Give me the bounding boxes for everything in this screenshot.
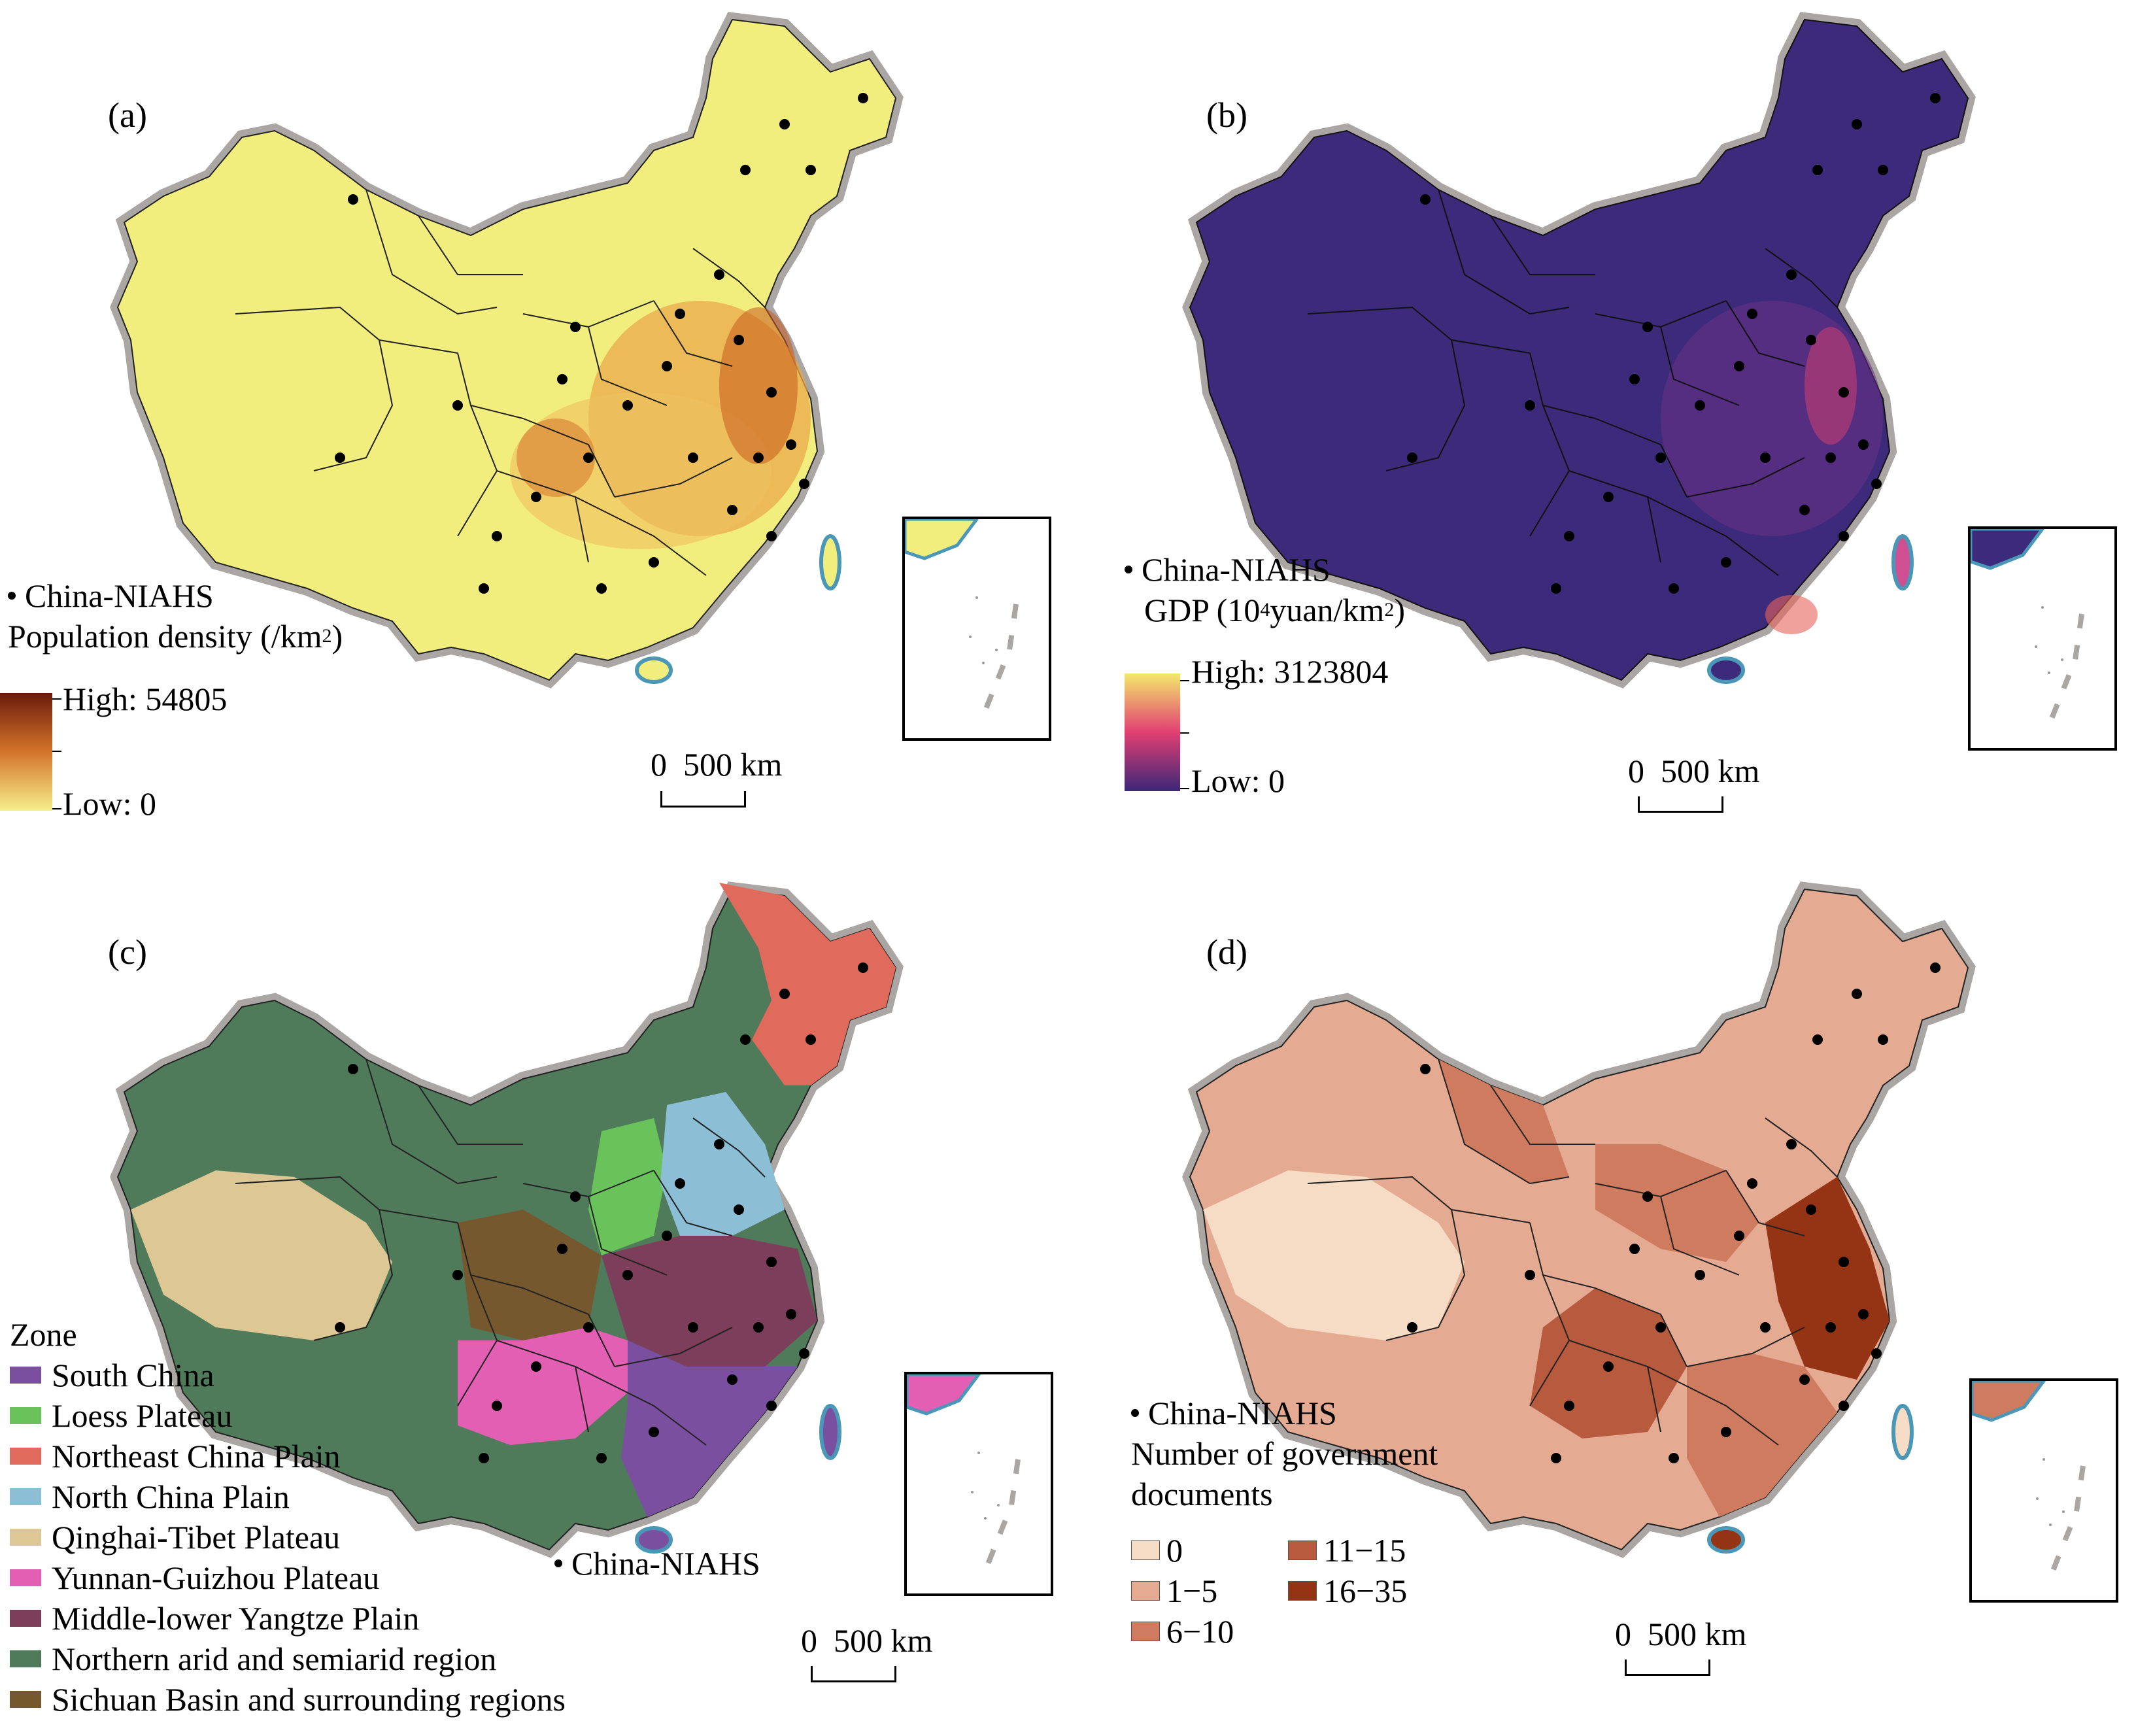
- panel-label: (b): [1206, 95, 1247, 135]
- zone-label: South China: [52, 1357, 214, 1393]
- zone-legend-item: South China: [10, 1355, 566, 1395]
- scale-bar: [1625, 1659, 1710, 1676]
- class-label: 1−5: [1166, 1573, 1218, 1609]
- legend-title: GDP (10 4 yuan/km 2): [1144, 592, 1405, 628]
- class-label: 16−35: [1323, 1573, 1408, 1609]
- class-legend-item: 1−5: [1131, 1571, 1288, 1611]
- panel-label: (d): [1206, 932, 1247, 972]
- point-legend-label: China-NIAHS: [1142, 551, 1331, 588]
- class-swatch: [1131, 1540, 1160, 1560]
- class-legend-item: 6−10: [1131, 1611, 1288, 1652]
- niahs-dot-icon: [554, 1559, 562, 1567]
- ramp-low: Low: 0: [63, 785, 157, 822]
- scale-label: 0 500 km: [651, 746, 783, 783]
- south-china-sea-inset: [1969, 1378, 2118, 1603]
- panel-label: (a): [108, 95, 147, 135]
- point-legend-label: China-NIAHS: [571, 1545, 760, 1582]
- zone-swatch: [10, 1529, 41, 1546]
- class-swatch: [1288, 1540, 1317, 1560]
- zone-legend-item: Yunnan-Guizhou Plateau: [10, 1557, 566, 1598]
- south-china-sea-inset: [904, 1372, 1053, 1596]
- gdp-map: [1072, 0, 2131, 850]
- class-swatch: [1131, 1581, 1160, 1601]
- legend-title: Population density (/km 2): [8, 618, 343, 655]
- zone-label: Loess Plateau: [52, 1397, 233, 1434]
- legend-title-line-2: documents: [1131, 1476, 1273, 1512]
- class-legend-item: 16−35: [1288, 1571, 1445, 1611]
- zone-legend-item: Northeast China Plain: [10, 1436, 566, 1476]
- zone-label: North China Plain: [52, 1478, 290, 1515]
- class-legend-item: 11−15: [1288, 1530, 1445, 1571]
- zone-legend-item: Middle-lower Yangtze Plain: [10, 1598, 566, 1639]
- legend: China-NIAHS GDP (10 4 yuan/km 2): [1125, 549, 1405, 630]
- zone-swatch: [10, 1569, 41, 1586]
- scale-bar: [811, 1666, 896, 1682]
- class-swatch: [1288, 1581, 1317, 1601]
- zone-legend-title: Zone: [10, 1316, 77, 1353]
- panel-d: (d) China-NIAHS Number of government doc…: [1072, 870, 2131, 1720]
- zone-legend-item: North China Plain: [10, 1476, 566, 1517]
- class-legend-item: 0: [1131, 1530, 1288, 1571]
- ramp-high: High: 54805: [63, 681, 228, 717]
- panel-a: (a) China-NIAHS Population density (/km 2…: [0, 0, 1059, 850]
- zone-swatch: [10, 1407, 41, 1424]
- zone-label: Sichuan Basin and surrounding regions: [52, 1681, 566, 1718]
- zone-swatch: [10, 1650, 41, 1667]
- scale-label: 0 500 km: [1615, 1616, 1747, 1652]
- zone-legend-item: Sichuan Basin and surrounding regions: [10, 1679, 566, 1720]
- zone-swatch: [10, 1488, 41, 1505]
- ramp-high: High: 3123804: [1191, 653, 1389, 690]
- scale-label: 0 500 km: [801, 1622, 933, 1659]
- point-legend-label: China-NIAHS: [1148, 1395, 1337, 1431]
- class-legend: 0 11−15 1−5 16−35 6−10: [1131, 1530, 1445, 1652]
- zone-legend: Zone South China Loess Plateau Northeast C…: [10, 1314, 566, 1720]
- niahs-dot-icon: [1131, 1409, 1139, 1417]
- niahs-dot-icon: [1125, 566, 1132, 573]
- scale-label: 0 500 km: [1628, 753, 1760, 789]
- legend-title-line-1: Number of government: [1131, 1435, 1438, 1472]
- point-legend-label: China-NIAHS: [25, 577, 214, 614]
- panel-label: (c): [108, 932, 147, 972]
- zone-legend-item: Northern arid and semiarid region: [10, 1639, 566, 1679]
- zone-legend-item: Loess Plateau: [10, 1395, 566, 1436]
- class-label: 0: [1166, 1532, 1183, 1569]
- class-label: 11−15: [1323, 1532, 1406, 1569]
- scale-bar: [1638, 796, 1723, 813]
- point-legend: China-NIAHS: [554, 1543, 760, 1584]
- scale-bar: [660, 791, 746, 808]
- class-label: 6−10: [1166, 1613, 1234, 1650]
- legend: China-NIAHS Population density (/km 2): [8, 575, 343, 656]
- zone-swatch: [10, 1367, 41, 1384]
- panel-b: (b) China-NIAHS GDP (10 4 yuan/km 2) High:…: [1072, 0, 2131, 850]
- zone-swatch: [10, 1448, 41, 1465]
- ramp-low: Low: 0: [1191, 762, 1285, 799]
- zone-legend-item: Qinghai-Tibet Plateau: [10, 1517, 566, 1557]
- legend: China-NIAHS Number of government documen…: [1131, 1393, 1438, 1514]
- population-density-map: [0, 0, 1059, 850]
- zone-label: Qinghai-Tibet Plateau: [52, 1519, 341, 1556]
- color-ramp: [1125, 673, 1180, 791]
- government-documents-map: [1072, 870, 2131, 1720]
- zone-label: Yunnan-Guizhou Plateau: [52, 1559, 380, 1596]
- color-ramp: [0, 693, 52, 811]
- zone-swatch: [10, 1691, 41, 1708]
- zone-label: Northeast China Plain: [52, 1438, 341, 1474]
- class-swatch: [1131, 1622, 1160, 1641]
- south-china-sea-inset: [902, 517, 1051, 741]
- zone-swatch: [10, 1610, 41, 1627]
- agricultural-zones-map: [0, 870, 1059, 1720]
- zone-label: Middle-lower Yangtze Plain: [52, 1600, 420, 1637]
- zone-label: Northern arid and semiarid region: [52, 1641, 497, 1677]
- south-china-sea-inset: [1968, 526, 2117, 751]
- panel-c: (c) Zone South China Loess Plateau Northea…: [0, 870, 1059, 1720]
- niahs-dot-icon: [8, 592, 16, 600]
